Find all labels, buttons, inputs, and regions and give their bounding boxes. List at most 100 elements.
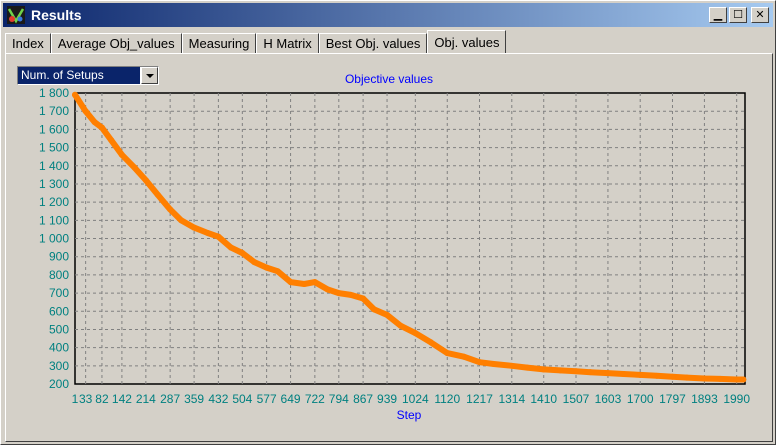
x-tick-label: 142 [112,392,132,406]
data-point [371,306,378,313]
maximize-icon: ☐ [733,8,743,21]
data-point [620,370,627,377]
data-point [701,375,708,382]
x-tick-label: 867 [353,392,373,406]
x-tick-label: 214 [136,392,156,406]
close-icon: ✕ [755,8,765,21]
x-tick-label: 1 [72,392,79,406]
minimize-icon: ▁ [713,8,723,21]
data-point [301,280,308,287]
close-button[interactable]: ✕ [751,7,769,23]
y-tick-label: 1 800 [39,86,69,100]
data-point [178,217,185,224]
data-point [384,311,391,318]
x-tick-label: 1700 [627,392,654,406]
tab-obj-values[interactable]: Obj. values [427,30,507,53]
x-tick-label: 33 [79,392,93,406]
data-point [412,330,419,337]
data-point [239,250,246,257]
x-tick-label: 359 [184,392,204,406]
tab-bar: Index Average Obj_values Measuring H Mat… [5,30,507,53]
data-point [637,371,644,378]
y-tick-label: 1 300 [39,177,69,191]
x-tick-label: 432 [208,392,228,406]
data-point [108,137,115,144]
data-point [490,360,497,367]
x-tick-label: 577 [257,392,277,406]
x-tick-label: 1797 [659,392,686,406]
data-point [557,367,564,374]
data-point [72,91,78,98]
series-selector-dropdown[interactable]: Num. of Setups [17,66,159,85]
plot-area [74,92,746,385]
x-tick-label: 649 [281,392,301,406]
y-tick-label: 500 [49,322,69,336]
data-point [118,151,125,158]
x-tick-label: 504 [232,392,252,406]
chart-title: Objective values [345,72,433,86]
data-point [573,368,580,375]
data-point [167,206,174,213]
data-point [427,339,434,346]
data-point [215,233,222,240]
x-tick-label: 1603 [595,392,622,406]
x-tick-label: 1024 [402,392,429,406]
data-point [540,366,547,373]
data-point [683,374,690,381]
data-point [274,268,281,275]
y-tick-label: 200 [49,377,69,391]
app-icon[interactable] [6,5,26,25]
data-point [142,177,149,184]
data-point [98,124,105,131]
data-point [717,375,724,382]
y-tick-label: 300 [49,359,69,373]
data-point [740,376,747,383]
x-tick-label: 1410 [530,392,557,406]
y-tick-label: 900 [49,250,69,264]
tab-index[interactable]: Index [5,33,51,53]
data-point [444,350,451,357]
data-point [191,224,198,231]
series-selector-value: Num. of Setups [18,67,140,84]
data-point [324,286,331,293]
tab-best-obj-values[interactable]: Best Obj. values [318,33,428,53]
y-tick-label: 1 100 [39,213,69,227]
maximize-button[interactable]: ☐ [729,7,747,23]
data-point [228,244,235,251]
y-tick-label: 1 200 [39,195,69,209]
x-axis-label: Step [397,408,422,422]
chevron-down-icon[interactable] [141,67,158,84]
data-point [204,230,211,237]
x-tick-label: 1120 [434,392,460,406]
data-point [733,376,740,383]
data-point [131,164,138,171]
data-point [669,373,676,380]
x-tick-label: 1893 [691,392,718,406]
y-tick-label: 1 500 [39,141,69,155]
tab-average-obj-values[interactable]: Average Obj_values [50,33,182,53]
y-tick-label: 1 700 [39,104,69,118]
x-tick-label: 1507 [563,392,590,406]
tab-h-matrix[interactable]: H Matrix [256,33,319,53]
data-point [524,364,531,371]
data-point [311,279,318,286]
y-tick-label: 600 [49,304,69,318]
x-tick-label: 82 [95,392,109,406]
data-point [587,369,594,376]
y-tick-label: 700 [49,286,69,300]
data-point [154,191,161,198]
y-tick-label: 1 600 [39,122,69,136]
data-point [397,322,404,329]
y-tick-label: 1 000 [39,232,69,246]
minimize-button[interactable]: ▁ [709,7,727,23]
x-tick-label: 939 [377,392,397,406]
tab-measuring[interactable]: Measuring [181,33,257,53]
x-tick-label: 722 [305,392,325,406]
data-point [263,264,270,271]
data-point [360,295,367,302]
data-point [653,372,660,379]
title-bar[interactable]: Results ▁ ☐ ✕ [3,3,773,27]
data-point [287,279,294,286]
